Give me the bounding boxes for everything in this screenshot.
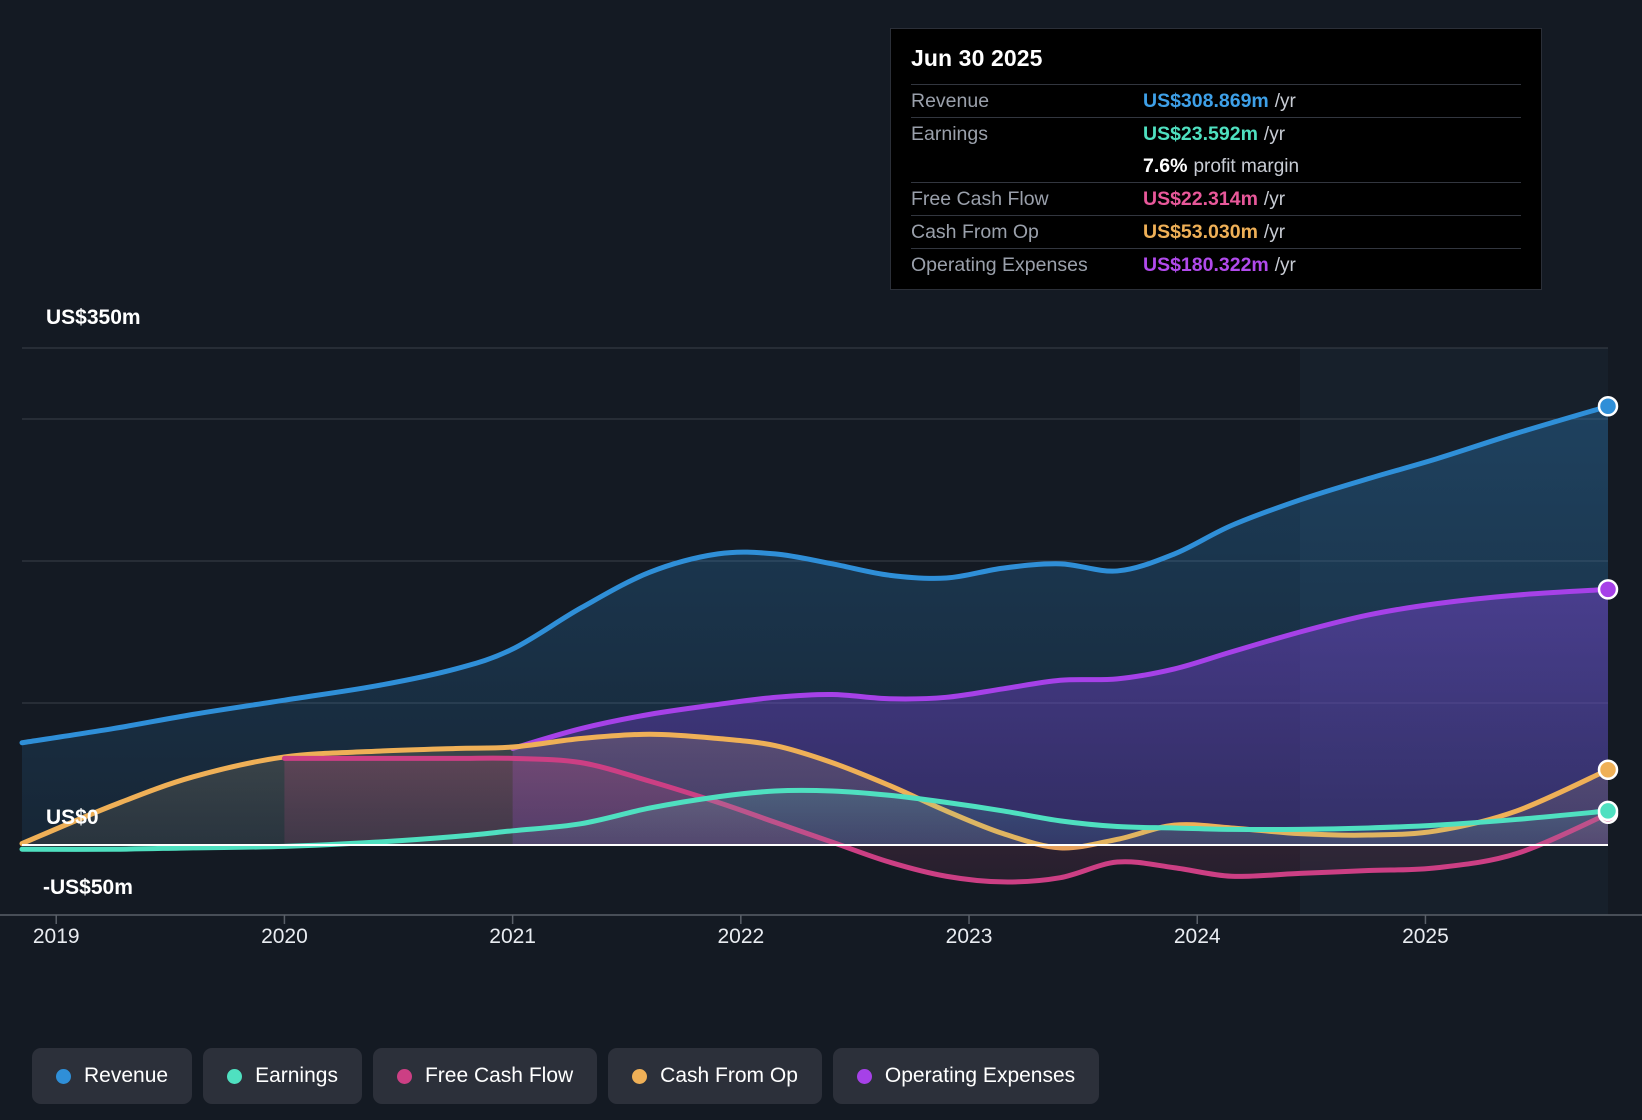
legend-item-label: Earnings (255, 1064, 338, 1087)
tooltip-row-free-cash-flow: Free Cash Flow US$22.314m /yr (911, 182, 1521, 215)
tooltip-suffix-revenue: /yr (1274, 91, 1296, 112)
tooltip-suffix-operating-expenses: /yr (1274, 255, 1296, 276)
x-axis-label-2020: 2020 (261, 925, 308, 948)
tooltip-suffix-earnings: /yr (1263, 124, 1286, 145)
y-axis-label-max: US$350m (46, 306, 141, 329)
legend-item-label: Cash From Op (660, 1064, 798, 1087)
tooltip-label-operating-expenses: Operating Expenses (911, 254, 1088, 276)
legend-color-dot-icon (227, 1068, 243, 1084)
tooltip-value-free-cash-flow: US$22.314m (1143, 188, 1258, 210)
x-axis-label-2023: 2023 (945, 925, 993, 948)
x-axis-label-2019: 2019 (32, 925, 80, 948)
chart-legend: Revenue Earnings Free Cash Flow Cash From O… (32, 1048, 1100, 1104)
tooltip-row-revenue: Revenue US$308.869m /yr (911, 84, 1521, 117)
tooltip-value-cash-from-op: US$53.030m (1143, 221, 1258, 243)
legend-color-dot-icon (396, 1068, 412, 1084)
tooltip-row-cash-from-op: Cash From Op US$53.030m /yr (911, 215, 1521, 248)
legend-item-free-cash-flow[interactable]: Free Cash Flow (372, 1048, 598, 1104)
tooltip-suffix-free-cash-flow: /yr (1263, 189, 1286, 210)
tooltip-suffix-profit-margin: profit margin (1193, 156, 1300, 177)
legend-color-dot-icon (856, 1068, 872, 1084)
legend-item-operating-expenses[interactable]: Operating Expenses (832, 1048, 1100, 1104)
legend-item-cash-from-op[interactable]: Cash From Op (608, 1048, 822, 1104)
chart-area: US$350m US$0 -US$50m 2019 2020 2021 2022 202… (0, 306, 1642, 948)
legend-item-label: Revenue (84, 1064, 169, 1087)
tooltip-label-cash-from-op: Cash From Op (911, 221, 1039, 243)
x-axis-label-2025: 2025 (1402, 925, 1449, 948)
legend-item-label: Operating Expenses (884, 1064, 1076, 1087)
tooltip-row-operating-expenses: Operating Expenses US$180.322m /yr (911, 248, 1521, 281)
tooltip-value-earnings: US$23.592m (1143, 123, 1258, 145)
x-axis-label-2024: 2024 (1173, 925, 1221, 948)
x-axis-label-2021: 2021 (489, 925, 536, 948)
y-axis-label-zero: US$0 (46, 806, 99, 829)
tooltip-date: Jun 30 2025 (911, 45, 1043, 71)
legend-item-earnings[interactable]: Earnings (203, 1048, 362, 1104)
tooltip-row-profit-margin: 7.6% profit margin (911, 150, 1521, 182)
tooltip-label-free-cash-flow: Free Cash Flow (911, 188, 1049, 210)
legend-color-dot-icon (632, 1068, 648, 1084)
chart-svg (0, 347, 1642, 924)
legend-item-label: Free Cash Flow (424, 1064, 574, 1087)
tooltip-value-revenue: US$308.869m (1143, 90, 1269, 112)
tooltip-label-revenue: Revenue (911, 90, 990, 112)
tooltip-value-profit-margin: 7.6% (1143, 155, 1188, 177)
x-axis-label-2022: 2022 (717, 925, 765, 948)
y-axis-label-min: -US$50m (43, 876, 133, 899)
tooltip-suffix-cash-from-op: /yr (1263, 222, 1286, 243)
legend-item-revenue[interactable]: Revenue (32, 1048, 193, 1104)
legend-color-dot-icon (56, 1068, 71, 1084)
tooltip-label-earnings: Earnings (911, 123, 988, 145)
tooltip-row-earnings: Earnings US$23.592m /yr (911, 117, 1521, 150)
data-tooltip: Jun 30 2025 Revenue US$308.869m /yr Earn… (890, 28, 1542, 290)
tooltip-value-operating-expenses: US$180.322m (1143, 254, 1269, 276)
